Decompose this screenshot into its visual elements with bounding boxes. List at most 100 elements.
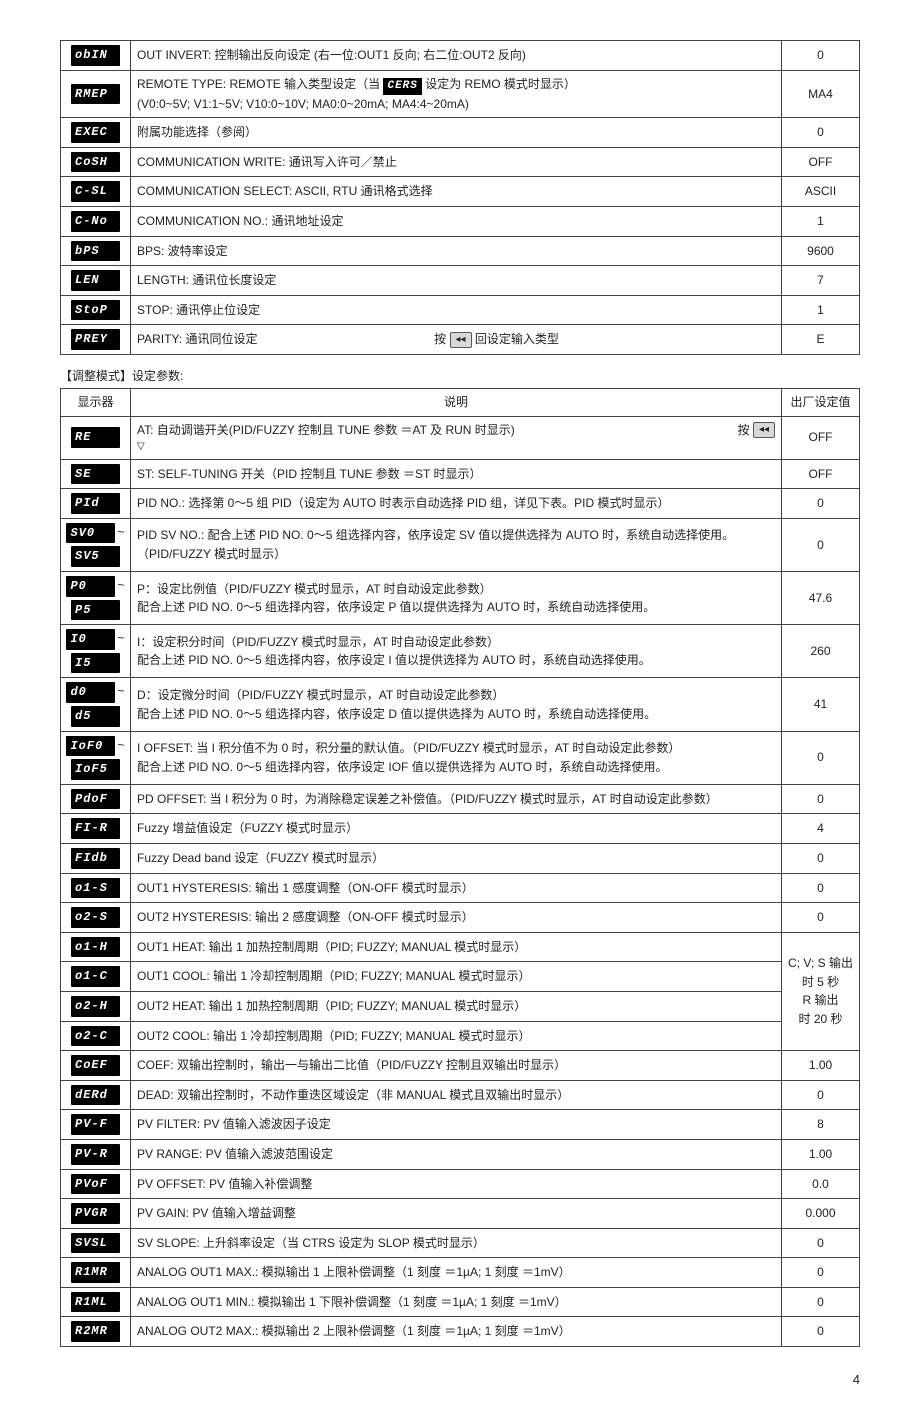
- param-value: 0: [782, 784, 860, 814]
- param-desc: 附属功能选择（参阅）: [131, 118, 782, 148]
- lcd-code: P0: [66, 576, 115, 597]
- lcd-code: IoF0: [66, 736, 115, 757]
- lcd-code: o1-H: [71, 937, 120, 958]
- lcd-code: o2-H: [71, 996, 120, 1017]
- table-row: C-No COMMUNICATION NO.: 通讯地址设定 1: [61, 207, 860, 237]
- col-header-code: 显示器: [61, 388, 131, 416]
- param-desc: I：设定积分时间（PID/FUZZY 模式时显示，AT 时自动设定此参数） 配合…: [131, 625, 782, 678]
- lcd-code: PV-R: [71, 1144, 120, 1165]
- param-desc: DEAD: 双输出控制时，不动作重迭区域设定（非 MANUAL 模式且双输出时显…: [131, 1080, 782, 1110]
- lcd-code: SE: [71, 464, 120, 485]
- lcd-code: PVoF: [71, 1174, 120, 1195]
- table-row: o1-S OUT1 HYSTERESIS: 输出 1 感度调整（ON-OFF 模…: [61, 873, 860, 903]
- table-row: SE ST: SELF-TUNING 开关（PID 控制且 TUNE 参数 ＝S…: [61, 459, 860, 489]
- lcd-code: PV-F: [71, 1114, 120, 1135]
- lcd-code: o1-S: [71, 878, 120, 899]
- lcd-code: I5: [71, 653, 120, 674]
- lcd-code: PdoF: [71, 789, 120, 810]
- param-value: 0: [782, 731, 860, 784]
- table-row: RMEP REMOTE TYPE: REMOTE 输入类型设定（当 CERS 设…: [61, 70, 860, 118]
- param-desc: OUT2 HEAT: 输出 1 加热控制周期（PID; FUZZY; MANUA…: [131, 991, 782, 1021]
- param-desc: ANALOG OUT1 MAX.: 模拟输出 1 上限补偿调整（1 刻度 ＝1µ…: [131, 1258, 782, 1288]
- lcd-code: d5: [71, 706, 120, 727]
- param-desc: OUT INVERT: 控制输出反向设定 (右一位:OUT1 反向; 右二位:O…: [131, 41, 782, 71]
- param-desc: PID SV NO.: 配合上述 PID NO. 0～5 组选择内容，依序设定 …: [131, 518, 782, 571]
- lcd-code: SV0: [66, 523, 115, 544]
- lcd-code: CoSH: [71, 152, 120, 173]
- param-desc: SV SLOPE: 上升斜率设定（当 CTRS 设定为 SLOP 模式时显示）: [131, 1228, 782, 1258]
- param-value: 0.000: [782, 1199, 860, 1229]
- lcd-code: EXEC: [71, 122, 120, 143]
- table-row: dERd DEAD: 双输出控制时，不动作重迭区域设定（非 MANUAL 模式且…: [61, 1080, 860, 1110]
- table-row: obIN OUT INVERT: 控制输出反向设定 (右一位:OUT1 反向; …: [61, 41, 860, 71]
- param-desc: PID NO.: 选择第 0～5 组 PID（设定为 AUTO 时表示自动选择 …: [131, 489, 782, 519]
- table-row: SVSL SV SLOPE: 上升斜率设定（当 CTRS 设定为 SLOP 模式…: [61, 1228, 860, 1258]
- param-value: 0: [782, 1080, 860, 1110]
- lcd-code: FIdb: [71, 848, 120, 869]
- lcd-inline: CERS: [383, 78, 421, 95]
- param-value: 4: [782, 814, 860, 844]
- param-desc: PV OFFSET: PV 值输入补偿调整: [131, 1169, 782, 1199]
- table-row: PdoF PD OFFSET: 当 I 积分为 0 时，为消除稳定误差之补偿值。…: [61, 784, 860, 814]
- table-row: EXEC 附属功能选择（参阅） 0: [61, 118, 860, 148]
- lcd-code: C-SL: [71, 181, 120, 202]
- param-desc: Fuzzy 增益值设定（FUZZY 模式时显示）: [131, 814, 782, 844]
- table-row: PVoF PV OFFSET: PV 值输入补偿调整 0.0: [61, 1169, 860, 1199]
- param-desc: Fuzzy Dead band 设定（FUZZY 模式时显示）: [131, 843, 782, 873]
- lcd-code: dERd: [71, 1085, 120, 1106]
- table-row: R2MR ANALOG OUT2 MAX.: 模拟输出 2 上限补偿调整（1 刻…: [61, 1317, 860, 1347]
- param-value: 0: [782, 1258, 860, 1288]
- table-row: d0~ d5 D：设定微分时间（PID/FUZZY 模式时显示，AT 时自动设定…: [61, 678, 860, 731]
- table-row: PV-R PV RANGE: PV 值输入滤波范围设定 1.00: [61, 1139, 860, 1169]
- table-row: R1MR ANALOG OUT1 MAX.: 模拟输出 1 上限补偿调整（1 刻…: [61, 1258, 860, 1288]
- param-desc: BPS: 波特率设定: [131, 236, 782, 266]
- parameter-table-1: obIN OUT INVERT: 控制输出反向设定 (右一位:OUT1 反向; …: [60, 40, 860, 355]
- param-value: OFF: [782, 147, 860, 177]
- param-value: MA4: [782, 70, 860, 118]
- lcd-code: PId: [71, 493, 120, 514]
- lcd-code: SVSL: [71, 1233, 120, 1254]
- param-desc: OUT2 COOL: 输出 1 冷却控制周期（PID; FUZZY; MANUA…: [131, 1021, 782, 1051]
- lcd-code: StoP: [71, 300, 120, 321]
- param-desc: COMMUNICATION NO.: 通讯地址设定: [131, 207, 782, 237]
- lcd-code: RE: [71, 427, 120, 448]
- param-value: 1.00: [782, 1051, 860, 1081]
- table-row: o2-H OUT2 HEAT: 输出 1 加热控制周期（PID; FUZZY; …: [61, 991, 860, 1021]
- table-row: o2-S OUT2 HYSTERESIS: 输出 2 感度调整（ON-OFF 模…: [61, 903, 860, 933]
- section-title: 【调整模式】设定参数:: [60, 367, 860, 384]
- col-header-val: 出厂设定值: [782, 388, 860, 416]
- table-row: R1ML ANALOG OUT1 MIN.: 模拟输出 1 下限补偿调整（1 刻…: [61, 1287, 860, 1317]
- param-value: 0: [782, 118, 860, 148]
- param-value: 1: [782, 295, 860, 325]
- table-row: bPS BPS: 波特率设定 9600: [61, 236, 860, 266]
- param-desc: I OFFSET: 当 I 积分值不为 0 时，积分量的默认值。（PID/FUZ…: [131, 731, 782, 784]
- param-desc: PV RANGE: PV 值输入滤波范围设定: [131, 1139, 782, 1169]
- lcd-code: R1MR: [71, 1262, 120, 1283]
- table-row: CoSH COMMUNICATION WRITE: 通讯写入许可／禁止 OFF: [61, 147, 860, 177]
- table-row: PId PID NO.: 选择第 0～5 组 PID（设定为 AUTO 时表示自…: [61, 489, 860, 519]
- table-header: 显示器 说明 出厂设定值: [61, 388, 860, 416]
- table-row: FI-R Fuzzy 增益值设定（FUZZY 模式时显示） 4: [61, 814, 860, 844]
- lcd-code: o2-S: [71, 907, 120, 928]
- param-value: 1: [782, 207, 860, 237]
- table-row: StoP STOP: 通讯停止位设定 1: [61, 295, 860, 325]
- table-row: I0~ I5 I：设定积分时间（PID/FUZZY 模式时显示，AT 时自动设定…: [61, 625, 860, 678]
- lcd-code: CoEF: [71, 1055, 120, 1076]
- lcd-code: FI-R: [71, 818, 120, 839]
- param-value: 0: [782, 873, 860, 903]
- param-desc: OUT1 COOL: 输出 1 冷却控制周期（PID; FUZZY; MANUA…: [131, 962, 782, 992]
- col-header-desc: 说明: [131, 388, 782, 416]
- param-desc: COMMUNICATION WRITE: 通讯写入许可／禁止: [131, 147, 782, 177]
- param-value: C; V; S 输出 时 5 秒 R 输出 时 20 秒: [782, 932, 860, 1050]
- param-value: 0: [782, 41, 860, 71]
- parameter-table-2: 显示器 说明 出厂设定值 RE AT: 自动调谐开关(PID/FUZZY 控制且…: [60, 388, 860, 1347]
- page-number: 4: [60, 1372, 860, 1387]
- rewind-button-icon: ◂◂: [753, 422, 775, 438]
- param-value: 47.6: [782, 572, 860, 625]
- lcd-code: bPS: [71, 241, 120, 262]
- param-desc: STOP: 通讯停止位设定: [131, 295, 782, 325]
- param-desc: COMMUNICATION SELECT: ASCII, RTU 通讯格式选择: [131, 177, 782, 207]
- param-desc: PV GAIN: PV 值输入增益调整: [131, 1199, 782, 1229]
- lcd-code: P5: [71, 600, 120, 621]
- lcd-code: d0: [66, 682, 115, 703]
